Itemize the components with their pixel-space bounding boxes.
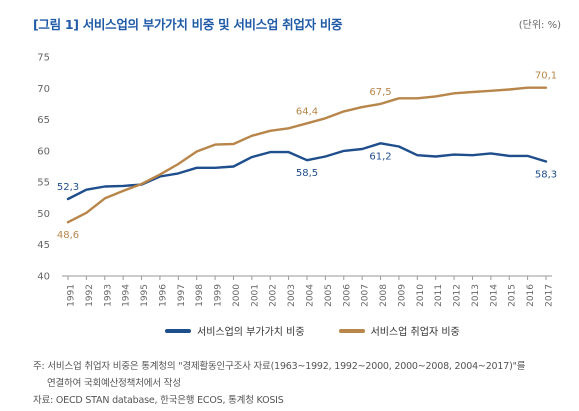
x-tick-label: 1993 <box>103 284 113 307</box>
x-tick-label: 2001 <box>250 284 260 307</box>
y-tick-label: 60 <box>37 146 50 157</box>
x-tick-label: 2007 <box>361 284 371 307</box>
series-line-employment <box>66 86 548 224</box>
y-tick-label: 70 <box>37 84 50 95</box>
series-lines <box>66 86 548 224</box>
data-label: 64,4 <box>296 106 318 117</box>
legend-label-employment: 서비스업 취업자 비중 <box>370 327 460 338</box>
x-tick-label: 2017 <box>545 284 555 307</box>
footnote-line-1: 주: 서비스업 취업자 비중은 통계청의 "경제활동인구조사 자료(1963~1… <box>33 361 526 372</box>
x-tick-label: 1997 <box>177 284 187 307</box>
x-tick-label: 1996 <box>158 284 168 307</box>
data-label: 52,3 <box>57 182 79 193</box>
x-tick-label: 2004 <box>306 284 316 307</box>
footnote-line-2: 연결하여 국회예산정책처에서 작성 <box>47 378 181 389</box>
legend-item-value-added: 서비스업의 부가가치 비중 <box>165 323 305 338</box>
x-tick-label: 2014 <box>489 284 499 307</box>
data-label: 67,5 <box>369 87 391 98</box>
y-axis: 40 45 50 55 60 65 70 75 <box>37 53 50 283</box>
x-tick-label: 1994 <box>122 284 132 307</box>
x-tick-label: 1998 <box>195 284 205 307</box>
y-tick-label: 45 <box>37 240 50 251</box>
legend-label-value-added: 서비스업의 부가가치 비중 <box>197 327 305 338</box>
x-axis: 1991 1992 1993 1994 1995 1996 1997 1998 1999 2000… <box>62 275 555 307</box>
x-tick-label: 1995 <box>140 284 150 307</box>
y-tick-label: 40 <box>37 272 50 283</box>
chart-title: [그림 1] 서비스업의 부가가치 비중 및 서비스업 취업자 비중 <box>33 17 343 32</box>
x-tick-label: 2013 <box>471 284 481 307</box>
footnote: 주: 서비스업 취업자 비중은 통계청의 "경제활동인구조사 자료(1963~1… <box>33 358 525 392</box>
y-tick-label: 65 <box>37 115 50 126</box>
data-label: 48,6 <box>57 230 79 241</box>
y-tick-label: 55 <box>37 178 50 189</box>
x-tick-label: 2005 <box>324 284 334 307</box>
data-label: 61,2 <box>369 151 391 162</box>
y-tick-label: 50 <box>37 209 50 220</box>
legend: 서비스업의 부가가치 비중 서비스업 취업자 비중 <box>165 323 460 338</box>
x-tick-label: 2002 <box>269 284 279 307</box>
x-tick-label: 2008 <box>379 284 389 307</box>
data-label: 58,5 <box>296 168 318 179</box>
source-note: 자료: OECD STAN database, 한국은행 ECOS, 통계청 K… <box>33 395 284 406</box>
unit-label: (단위: %) <box>518 20 561 31</box>
x-tick-label: 2000 <box>232 284 242 307</box>
legend-swatch-value-added <box>165 328 191 333</box>
x-tick-label: 1999 <box>214 284 224 307</box>
x-tick-label: 2006 <box>342 284 352 307</box>
legend-item-employment: 서비스업 취업자 비중 <box>338 323 460 338</box>
x-tick-label: 2003 <box>287 284 297 307</box>
x-tick-label: 2009 <box>397 284 407 307</box>
x-tick-label: 2015 <box>508 284 518 307</box>
data-label: 70,1 <box>535 71 557 82</box>
x-tick-label: 2011 <box>434 284 444 307</box>
x-tick-label: 2012 <box>453 284 463 307</box>
x-tick-label: 2016 <box>526 284 536 307</box>
x-tick-label: 1992 <box>85 284 95 307</box>
legend-swatch-employment <box>338 328 365 333</box>
x-tick-label: 2010 <box>416 284 426 307</box>
data-label: 58,3 <box>535 169 557 180</box>
y-tick-label: 75 <box>37 53 50 64</box>
x-tick-label: 1991 <box>67 284 77 307</box>
data-labels: 52,3 58,5 61,2 58,3 48,6 64,4 67,5 70,1 <box>57 71 557 242</box>
